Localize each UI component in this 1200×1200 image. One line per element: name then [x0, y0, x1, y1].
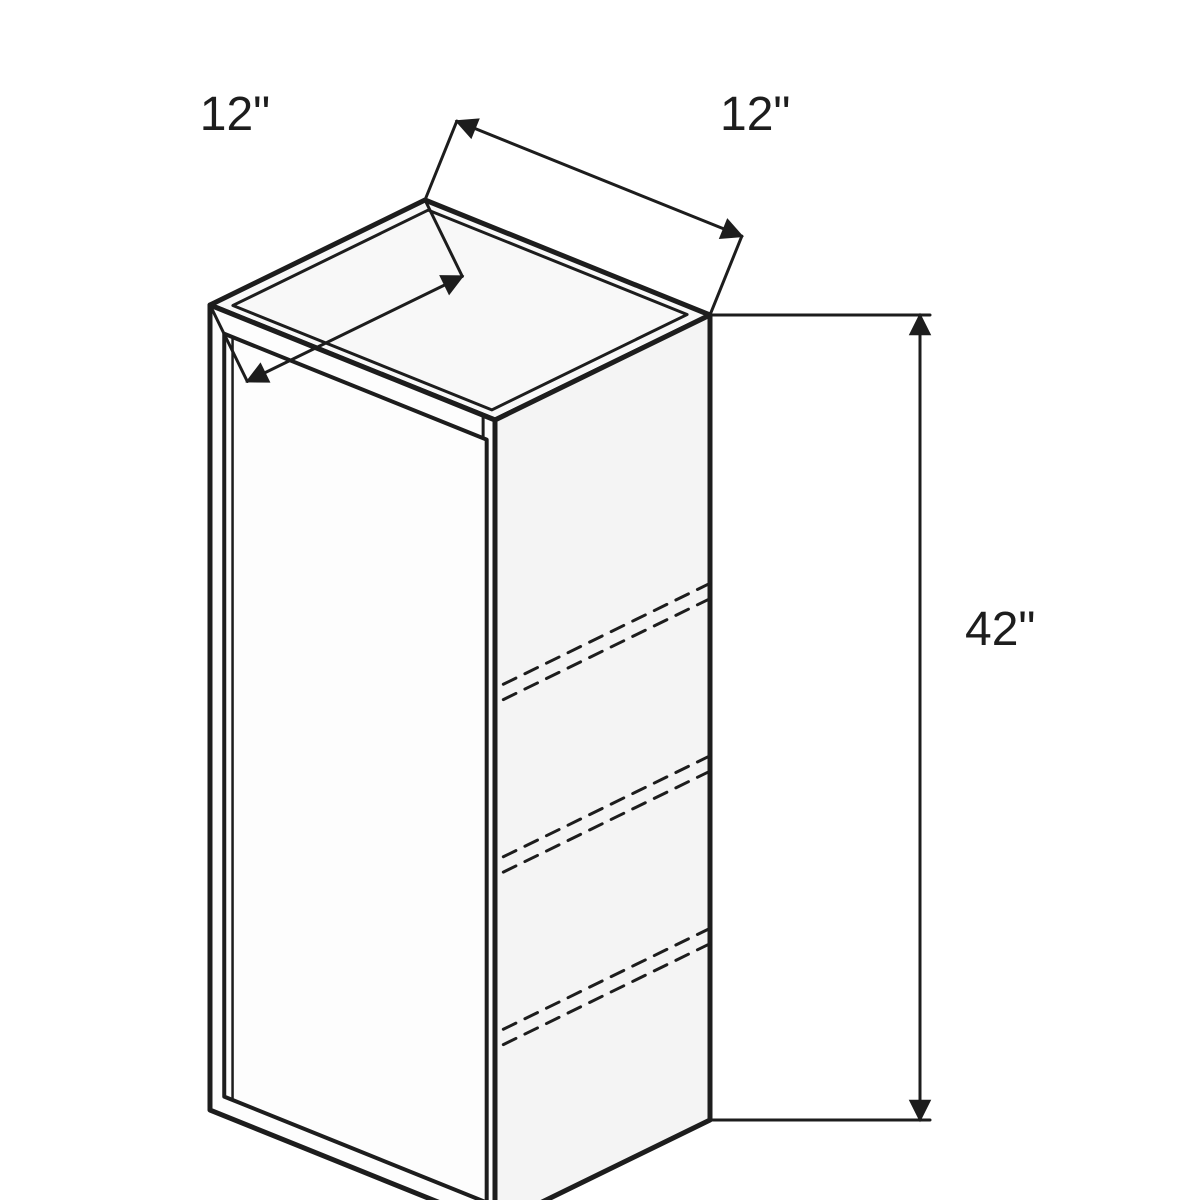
cabinet-dimensioned-diagram: 12" 12" 42": [0, 0, 1200, 1200]
depth-dimension-label: 12": [200, 88, 270, 141]
cabinet-body: [210, 200, 710, 1200]
width-dimension-label: 12": [720, 88, 790, 141]
height-dimension-label: 42": [965, 603, 1035, 656]
